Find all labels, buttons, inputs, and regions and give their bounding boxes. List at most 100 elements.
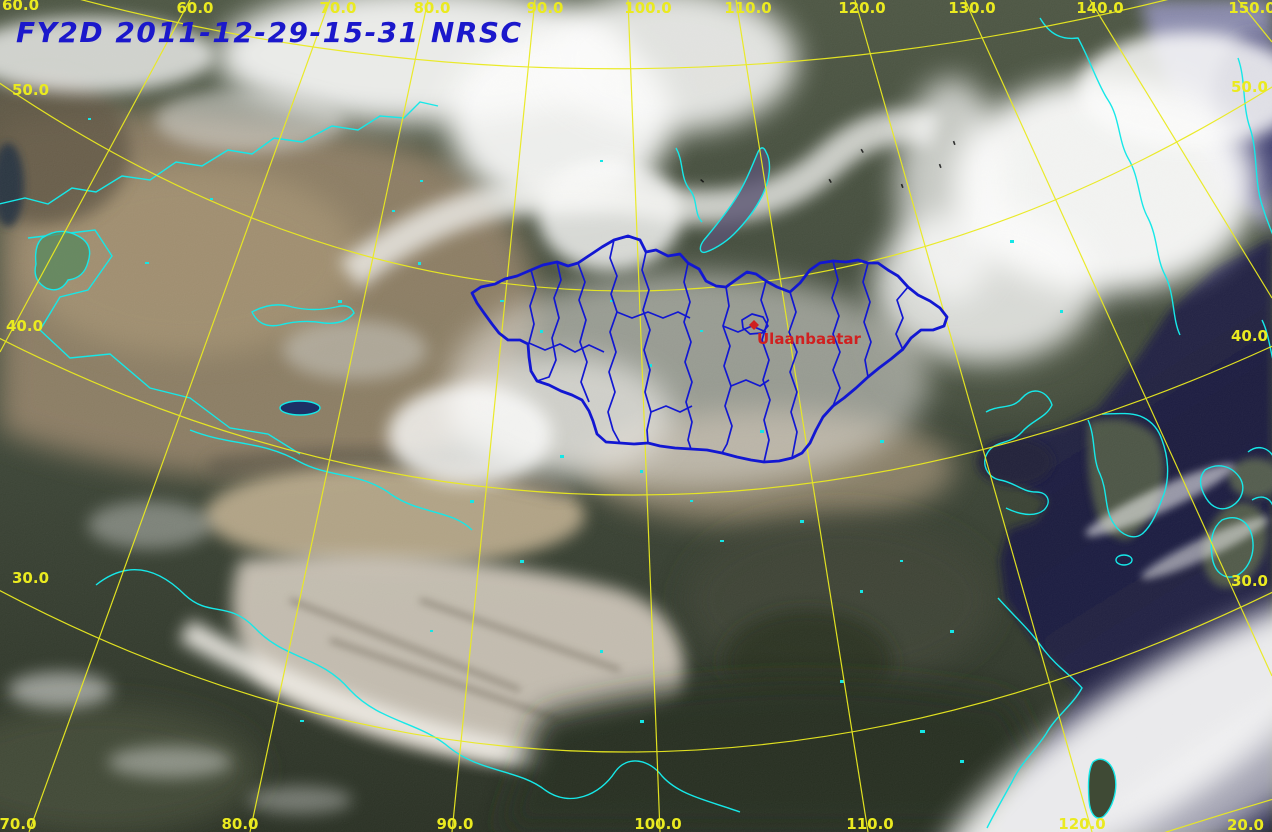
speckle — [920, 730, 925, 733]
mongolia-outline — [470, 234, 949, 464]
arctic-coast — [0, 101, 439, 205]
top-longitude-label: 60.0 — [176, 0, 213, 17]
meridian-100e — [627, 0, 661, 832]
speckle — [560, 455, 564, 458]
top-longitude-label: 120.0 — [838, 0, 885, 17]
speckle — [338, 300, 342, 303]
speckle — [600, 650, 603, 653]
speckle — [145, 262, 149, 264]
city-label: Ulaanbaatar — [757, 330, 862, 348]
parallel-30n — [0, 589, 1272, 753]
speckle — [720, 540, 724, 542]
speckle — [640, 470, 643, 473]
bottom-longitude-label: 80.0 — [221, 815, 258, 832]
top-longitude-label: 140.0 — [1076, 0, 1123, 17]
mongolia-province-borders — [528, 239, 909, 463]
province-border — [831, 260, 841, 407]
province-border — [607, 239, 621, 444]
speckle — [470, 500, 474, 503]
province-border — [536, 261, 562, 382]
speckle — [840, 680, 844, 683]
province-border — [730, 379, 770, 387]
meridian-70e — [28, 0, 331, 832]
contrail-marks — [700, 140, 956, 189]
dark-speck — [700, 178, 705, 183]
province-border — [721, 286, 733, 454]
speckle — [300, 720, 304, 722]
top-longitude-label: 110.0 — [724, 0, 771, 17]
meridian-90e — [451, 0, 536, 832]
kazakh-borders — [27, 229, 301, 455]
province-border — [862, 262, 872, 378]
province-border — [528, 342, 605, 353]
top-longitude-label: 150.0 — [1228, 0, 1272, 17]
bottom-longitude-label: 70.0 — [0, 815, 37, 832]
top-longitude-label: 70.0 — [319, 0, 356, 17]
speckle — [1010, 240, 1014, 243]
bottom-longitude-label: 110.0 — [846, 815, 893, 832]
speckle — [420, 180, 423, 182]
lake-balkhash — [251, 304, 355, 327]
lake-speckles — [88, 118, 1063, 763]
bohai-shandong-coast — [984, 390, 1053, 516]
speckle — [1060, 310, 1063, 313]
jeju-island — [1115, 554, 1133, 566]
sakhalin-coast — [1237, 57, 1272, 235]
province-border — [577, 262, 590, 403]
ulaanbaatar-district-border — [741, 313, 769, 335]
speckle — [640, 720, 644, 723]
right-latitude-label: 40.0 — [1231, 327, 1268, 345]
parallel-60n — [80, 0, 1169, 70]
left-latitude-label: 30.0 — [12, 569, 49, 587]
fareast-coast — [1039, 17, 1181, 336]
korea-coast — [1087, 412, 1169, 538]
speckle — [88, 118, 91, 120]
top-longitude-label: 90.0 — [526, 0, 563, 17]
image-title: FY2D 2011-12-29-15-31 NRSC — [16, 16, 523, 49]
speckle — [690, 500, 693, 502]
lake-issykkul — [279, 400, 321, 416]
coastline-layer — [0, 17, 1272, 829]
city-overlay: Ulaanbaatar — [749, 320, 862, 348]
province-border — [683, 262, 693, 450]
bottom-right-latitude-label: 20.0 — [1227, 816, 1264, 832]
speckle — [700, 330, 703, 332]
left-latitude-label: 40.0 — [6, 317, 43, 335]
speckle — [860, 590, 863, 593]
province-border — [528, 269, 537, 344]
lake-baikal — [699, 147, 771, 254]
aral-sea — [34, 230, 91, 291]
dark-speck — [860, 148, 864, 154]
meridian-80e — [249, 0, 429, 832]
left-latitude-label: 50.0 — [12, 81, 49, 99]
parallel-50n — [0, 82, 1272, 292]
speckle — [540, 330, 543, 333]
province-border — [641, 251, 652, 444]
province-border — [650, 405, 693, 413]
meridian-130e — [964, 0, 1272, 677]
meridian-150e — [1237, 0, 1272, 43]
dark-speck — [828, 178, 832, 184]
speckle — [950, 630, 954, 633]
province-border — [760, 280, 771, 463]
province-border — [616, 311, 691, 319]
meridian-110e — [735, 0, 869, 832]
parallel-20n — [1164, 798, 1272, 832]
top-longitude-label: 100.0 — [624, 0, 671, 17]
meridian-140e — [1089, 0, 1272, 299]
japan-west-coast — [1199, 465, 1244, 510]
city-marker-icon — [749, 320, 759, 330]
dark-speck — [900, 183, 904, 189]
speckle — [760, 430, 764, 433]
speckle — [960, 760, 964, 763]
top-longitude-label: 80.0 — [413, 0, 450, 17]
speckle — [648, 364, 652, 367]
speckle — [600, 160, 603, 162]
bottom-longitude-label: 100.0 — [634, 815, 681, 832]
angara-river — [675, 147, 703, 223]
